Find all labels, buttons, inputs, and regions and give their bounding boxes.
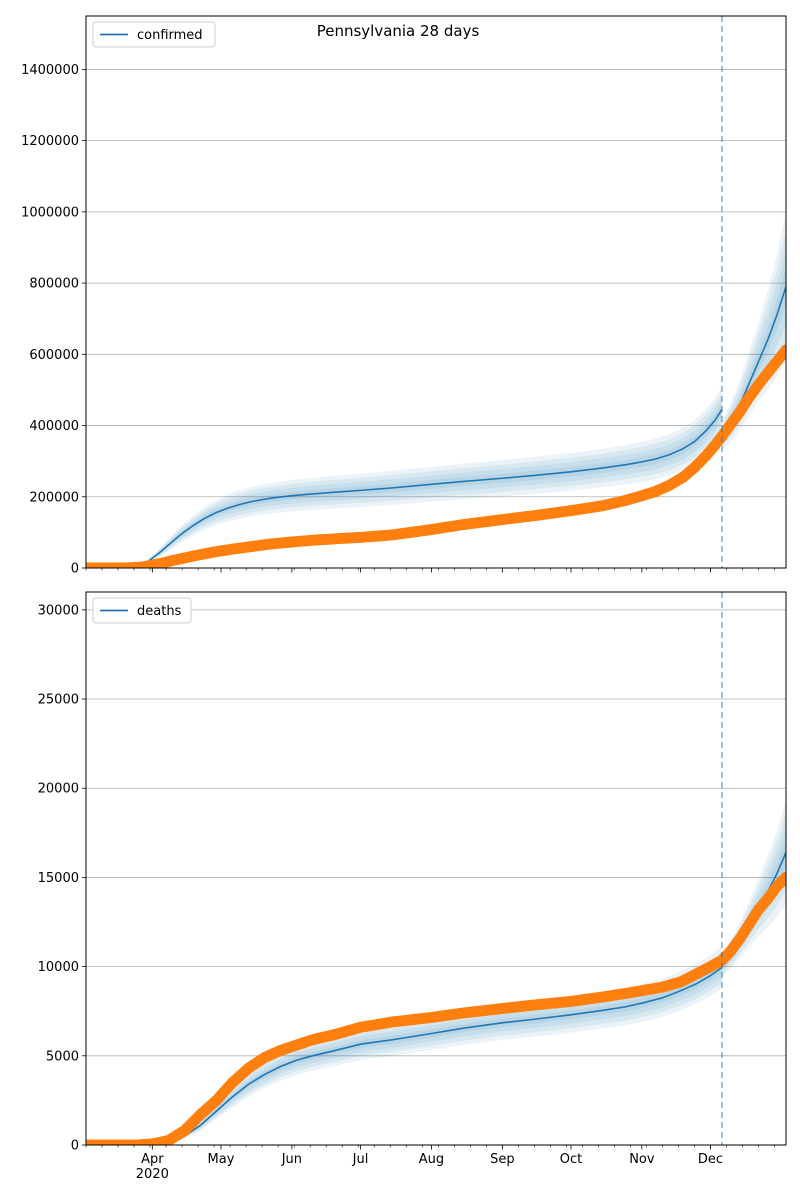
legend-label: deaths <box>137 604 182 619</box>
plot-area <box>86 211 786 568</box>
y-tick-label: 25000 <box>38 693 79 708</box>
y-tick-label: 20000 <box>38 782 79 797</box>
model-line <box>86 409 723 568</box>
y-tick-label: 1400000 <box>21 63 79 78</box>
x-tick-label: Sep <box>490 1152 515 1167</box>
x-year-label: 2020 <box>136 1167 169 1182</box>
model-band-1 <box>86 392 722 568</box>
x-tick-label: Jun <box>281 1152 302 1167</box>
y-tick-label: 15000 <box>38 871 79 886</box>
y-tick-label: 800000 <box>29 277 79 292</box>
y-tick-label: 5000 <box>46 1049 79 1064</box>
x-tick-label: Aug <box>419 1152 444 1167</box>
observed-point <box>780 871 786 883</box>
model-band-1 <box>86 951 722 1145</box>
legend-box <box>92 597 192 624</box>
y-tick-label: 400000 <box>29 419 79 434</box>
model-band-2 <box>86 398 722 568</box>
x-tick-label: May <box>208 1152 235 1167</box>
y-tick-label: 0 <box>71 1139 79 1154</box>
y-tick-label: 10000 <box>38 960 79 975</box>
x-tick-label: Oct <box>560 1152 582 1167</box>
plot-area <box>86 800 786 1145</box>
confirmed-panel: 0 200000 400000 600000 800000 1000000 1200000 1… <box>21 15 787 577</box>
model-line <box>86 966 723 1145</box>
model-band-0 <box>86 387 722 568</box>
y-tick-label: 1000000 <box>21 205 79 220</box>
axes-frame <box>85 15 787 569</box>
deaths-panel: 0 5000 10000 15000 20000 25000 30000 Apr May Jun J… <box>38 591 787 1182</box>
y-tick-label: 0 <box>71 562 79 577</box>
legend: deaths <box>92 597 192 624</box>
x-tick-label: Dec <box>698 1152 723 1167</box>
legend-box <box>92 21 216 48</box>
y-tick-label: 200000 <box>29 490 79 505</box>
x-tick-label: Nov <box>629 1152 655 1167</box>
legend: confirmed <box>92 21 216 48</box>
forecast-band-1 <box>721 230 786 447</box>
forecast-band-0 <box>721 211 786 451</box>
model-band-3 <box>86 403 722 568</box>
observed-point <box>780 344 786 356</box>
y-tick-label: 1200000 <box>21 134 79 149</box>
model-band-0 <box>86 946 722 1145</box>
figure-title: Pennsylvania 28 days <box>317 22 480 40</box>
y-tick-label: 30000 <box>38 603 79 618</box>
legend-label: confirmed <box>137 28 203 43</box>
axes-frame <box>85 591 787 1146</box>
y-tick-label: 600000 <box>29 348 79 363</box>
x-tick-label: Jul <box>352 1152 369 1167</box>
x-tick-label: Apr <box>141 1152 164 1167</box>
